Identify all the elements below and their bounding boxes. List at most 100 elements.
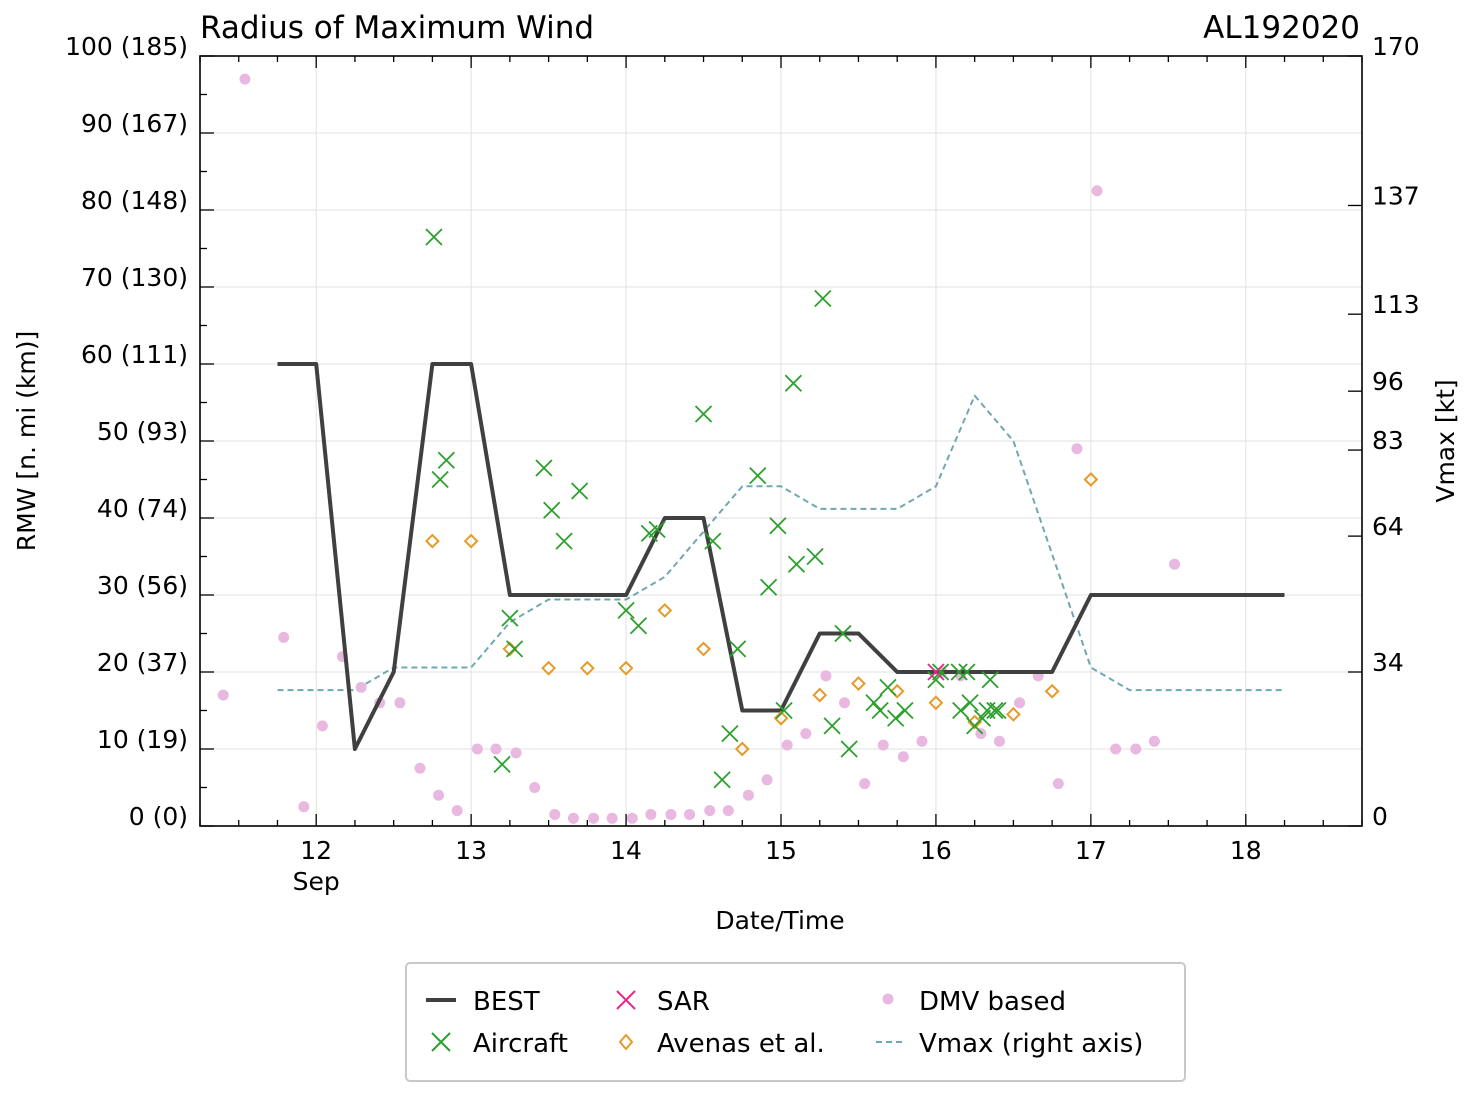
dmv-based-point (490, 743, 502, 755)
avenas-et-al-point (618, 660, 634, 676)
avenas-et-al-point (928, 695, 944, 711)
aircraft-point (431, 470, 449, 489)
y-tick-label: 80 (148) (81, 186, 188, 215)
aircraft-point (986, 701, 1004, 720)
dmv-based-point (1052, 778, 1064, 790)
dmv-based-point (510, 747, 522, 759)
dmv-based-point (916, 735, 928, 747)
aircraft-point (879, 678, 897, 697)
dmv-based-point (394, 697, 406, 709)
y2-tick-label: 137 (1372, 181, 1420, 210)
dmv-based-point (742, 789, 754, 801)
dmv-based-point (1071, 443, 1083, 455)
dmv-based-point (217, 689, 229, 701)
legend-box (405, 962, 1186, 1082)
avenas-et-al-point (696, 641, 711, 657)
chart-title: Radius of Maximum Wind (200, 10, 594, 46)
avenas-et-al-point (851, 676, 866, 691)
dmv-based-point (897, 751, 909, 763)
y-tick-label: 50 (93) (97, 417, 188, 446)
legend-label-sar: SAR (657, 987, 710, 1017)
dmv-based-point (800, 728, 812, 740)
y-tick-label: 30 (56) (97, 571, 188, 600)
y2-tick-label: 113 (1372, 290, 1420, 319)
dmv-based-point (665, 808, 677, 820)
aircraft-point (973, 709, 992, 727)
y2-tick-label: 34 (1372, 648, 1404, 677)
aircraft-point (704, 532, 722, 550)
aircraft-point (961, 694, 979, 712)
aircraft-point (896, 701, 914, 720)
dmv-based-point (781, 739, 793, 751)
dmv-based-point (567, 812, 579, 824)
aircraft-point (927, 671, 945, 689)
aircraft-point (501, 609, 519, 627)
storm-id: AL192020 (1203, 10, 1360, 46)
avenas-et-al-point (1083, 472, 1099, 487)
avenas-et-al-point (812, 687, 828, 703)
legend-label-best: BEST (473, 987, 540, 1017)
dmv-based-point (684, 808, 696, 820)
dmv-based-point (859, 778, 871, 790)
y-tick-label: 20 (37) (97, 648, 188, 677)
dmv-based-point (239, 73, 251, 85)
avenas-et-al-point (773, 710, 789, 726)
aircraft-point (648, 520, 666, 539)
dmv-based-point (1110, 743, 1122, 755)
dmv-based-point (588, 812, 600, 824)
aircraft-point (437, 451, 455, 469)
aircraft-point (493, 755, 511, 774)
y2-tick-label: 83 (1372, 426, 1404, 455)
x-tick-label: 17 (1075, 836, 1107, 865)
dmv-based-point (877, 739, 889, 751)
dmv-based-point (645, 808, 657, 820)
dmv-based-point (606, 812, 618, 824)
avenas-et-al-point (579, 660, 595, 676)
aircraft-point (505, 640, 524, 658)
x-axis-label: Date/Time (715, 906, 844, 935)
dmv-based-point (839, 697, 851, 709)
x-tick-label: 13 (455, 836, 487, 865)
aircraft-point (989, 701, 1007, 720)
avenas-et-al-point (424, 533, 440, 549)
y-tick-label: 10 (19) (97, 725, 188, 754)
dmv-based-point (529, 782, 541, 793)
aircraft-point (570, 482, 589, 500)
aircraft-point (823, 717, 841, 735)
legend-aircraft-x-icon (431, 1032, 451, 1052)
aircraft-point (425, 228, 443, 246)
y-tick-label: 100 (185) (65, 32, 188, 61)
aircraft-point (950, 663, 968, 681)
dmv-based-point (414, 762, 426, 774)
dmv-based-point (722, 805, 734, 817)
avenas-et-al-point (967, 714, 983, 730)
dmv-based-point (433, 789, 445, 801)
dmv-based-point (1169, 558, 1181, 570)
dmv-based-point (626, 812, 638, 824)
x-tick-label: 12 (300, 836, 332, 865)
aircraft-point (834, 624, 852, 643)
aircraft-point (871, 701, 889, 720)
aircraft-point (840, 740, 858, 758)
dmv-based-point (761, 774, 773, 786)
best-series-line (277, 362, 1285, 751)
aircraft-point (806, 547, 824, 566)
aircraft-point (721, 724, 739, 743)
x-tick-sublabel: Sep (293, 867, 340, 896)
y2-axis-label: Vmax [kt] (1431, 379, 1460, 502)
x-tick-label: 16 (920, 836, 952, 865)
aircraft-point (775, 701, 793, 720)
legend-dmv-dot-icon (882, 993, 894, 1005)
y-tick-label: 60 (111) (81, 340, 188, 369)
avenas-et-al-point (734, 741, 750, 757)
x-tick-label: 18 (1230, 836, 1262, 865)
x-tick-label: 14 (610, 836, 642, 865)
legend-sar-x-icon (616, 990, 636, 1010)
dmv-based-point (355, 681, 367, 693)
aircraft-point (728, 640, 747, 658)
aircraft-point (952, 701, 970, 720)
aircraft-point (694, 405, 713, 423)
legend-label-dmv: DMV based (919, 987, 1066, 1017)
y-tick-label: 0 (0) (129, 802, 188, 831)
